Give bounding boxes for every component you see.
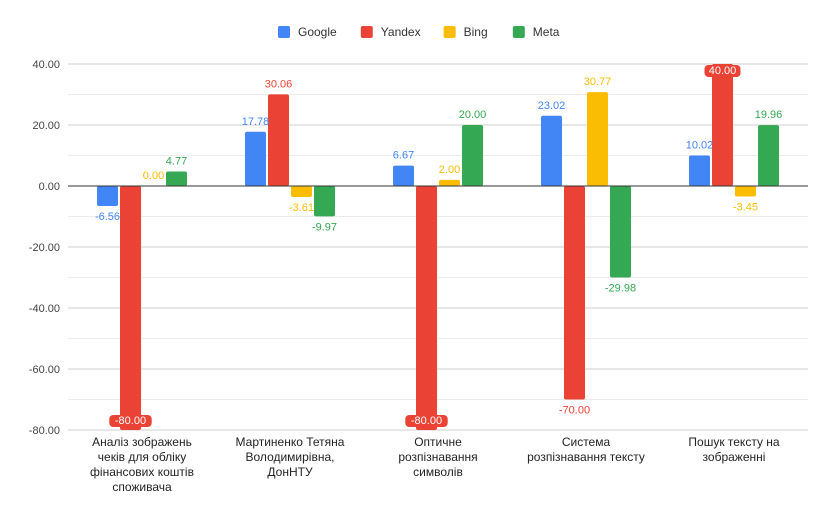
data-label: 0.00 — [143, 170, 164, 182]
data-label: -6.56 — [95, 211, 120, 223]
bar-yandex[interactable] — [564, 186, 585, 400]
legend-swatch — [360, 26, 373, 38]
bar-google[interactable] — [689, 155, 710, 186]
x-category-label: Система розпізнавання тексту — [527, 435, 645, 464]
bar-bing[interactable] — [735, 186, 756, 197]
data-label: -3.45 — [733, 202, 758, 214]
x-category-label: Аналіз зображень чеків для обліку фінансов… — [90, 435, 194, 494]
legend: Google Yandex Bing Meta — [278, 25, 560, 39]
data-label: 4.77 — [166, 155, 187, 167]
y-tick-label: -80.00 — [29, 425, 60, 437]
data-label: 30.77 — [584, 76, 612, 88]
x-axis-categories: Аналіз зображень чеків для обліку фінансов… — [90, 435, 780, 494]
y-tick-label: -20.00 — [29, 242, 60, 254]
legend-swatch — [278, 26, 290, 38]
data-label: 2.00 — [439, 164, 460, 176]
data-label-backdrop — [109, 415, 152, 427]
x-category-label: Мартиненко Тетяна Володимирівна, ДонНТУ — [236, 435, 345, 479]
legend-item-yandex[interactable]: Yandex — [360, 25, 421, 39]
y-tick-label: -40.00 — [29, 303, 60, 315]
data-label: -70.00 — [559, 405, 590, 417]
gridlines — [68, 63, 808, 431]
legend-label: Google — [298, 25, 337, 39]
data-label: -80.00 — [115, 415, 146, 427]
data-labels: -6.56 17.78 6.67 23.02 10.02 -80.00 30.06 -80.0… — [95, 65, 782, 427]
data-label: 23.02 — [538, 100, 566, 112]
bar-yandex[interactable] — [268, 94, 289, 186]
data-label: -29.98 — [605, 282, 636, 294]
bar-yandex[interactable] — [416, 186, 437, 430]
data-label: 20.00 — [459, 109, 487, 121]
data-label: 6.67 — [393, 150, 414, 162]
legend-item-bing[interactable]: Bing — [443, 25, 488, 39]
data-label: 19.96 — [755, 109, 783, 121]
bar-yandex[interactable] — [120, 186, 141, 430]
bar-bing[interactable] — [439, 179, 460, 186]
data-label: 17.78 — [242, 116, 270, 128]
bar-meta[interactable] — [166, 171, 187, 186]
bar-google[interactable] — [245, 131, 266, 186]
legend-item-meta[interactable]: Meta — [512, 25, 560, 39]
y-axis-ticks: 40.00 20.00 0.00 -20.00 -40.00 -60.00 -80.00 — [29, 59, 60, 437]
bar-meta[interactable] — [462, 125, 483, 186]
y-tick-label: 40.00 — [32, 59, 60, 71]
bar-meta[interactable] — [610, 186, 631, 278]
legend-label: Yandex — [381, 25, 421, 39]
bar-bing[interactable] — [291, 186, 312, 198]
data-label: -80.00 — [411, 415, 442, 427]
data-label-backdrop — [405, 415, 448, 427]
bar-google[interactable] — [393, 165, 414, 186]
legend-swatch — [512, 26, 525, 38]
bar-google[interactable] — [97, 186, 118, 207]
data-label-backdrop — [704, 65, 741, 77]
bar-google[interactable] — [541, 115, 562, 186]
y-tick-label: 20.00 — [32, 120, 60, 132]
legend-item-google[interactable]: Google — [278, 25, 337, 39]
data-label: 10.02 — [686, 139, 714, 151]
data-label: 30.06 — [265, 78, 293, 90]
bar-bing[interactable] — [587, 92, 608, 186]
legend-swatch — [443, 26, 456, 38]
data-label: -3.61 — [289, 202, 314, 214]
x-category-label: Оптичне розпізнавання символів — [398, 435, 477, 479]
bar-meta[interactable] — [314, 186, 335, 217]
x-category-label: Пошук тексту на зображенні — [688, 435, 780, 464]
y-tick-label: 0.00 — [39, 181, 60, 193]
data-label: -9.97 — [312, 221, 337, 233]
bar-yandex[interactable] — [712, 64, 733, 186]
bar-meta[interactable] — [758, 125, 779, 186]
data-label: 40.00 — [709, 65, 737, 77]
y-tick-label: -60.00 — [29, 364, 60, 376]
legend-label: Bing — [464, 25, 488, 39]
legend-label: Meta — [533, 25, 560, 39]
bars — [68, 64, 808, 430]
